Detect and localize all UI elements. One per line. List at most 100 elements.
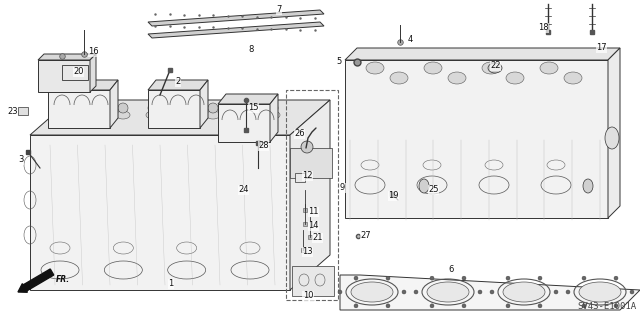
- Polygon shape: [345, 60, 608, 218]
- Text: 13: 13: [302, 248, 312, 256]
- Circle shape: [148, 103, 158, 113]
- Ellipse shape: [56, 111, 70, 119]
- Text: 19: 19: [388, 191, 399, 201]
- Ellipse shape: [266, 111, 280, 119]
- Polygon shape: [270, 94, 278, 142]
- Circle shape: [538, 276, 542, 280]
- Ellipse shape: [116, 111, 130, 119]
- Text: SV43-E1001A: SV43-E1001A: [577, 302, 636, 311]
- Circle shape: [582, 276, 586, 280]
- Ellipse shape: [424, 62, 442, 74]
- Polygon shape: [38, 54, 96, 60]
- Text: 20: 20: [73, 68, 83, 77]
- Circle shape: [118, 103, 128, 113]
- Circle shape: [386, 276, 390, 280]
- Ellipse shape: [236, 111, 250, 119]
- Bar: [286, 90, 338, 300]
- Bar: [18, 107, 28, 115]
- Ellipse shape: [176, 111, 190, 119]
- Ellipse shape: [419, 179, 429, 193]
- Polygon shape: [90, 54, 96, 92]
- Ellipse shape: [448, 72, 466, 84]
- Text: 26: 26: [294, 130, 305, 138]
- Text: 4: 4: [408, 35, 413, 44]
- Circle shape: [506, 304, 510, 308]
- Circle shape: [301, 141, 313, 153]
- Ellipse shape: [488, 63, 502, 73]
- Text: 9: 9: [340, 183, 345, 192]
- Ellipse shape: [583, 179, 593, 193]
- Circle shape: [462, 304, 466, 308]
- Circle shape: [430, 304, 434, 308]
- Circle shape: [506, 276, 510, 280]
- Circle shape: [88, 103, 98, 113]
- Text: 21: 21: [312, 234, 323, 242]
- Circle shape: [402, 290, 406, 294]
- Ellipse shape: [206, 111, 220, 119]
- Bar: [62, 65, 88, 80]
- Circle shape: [58, 103, 68, 113]
- Polygon shape: [110, 80, 118, 128]
- Polygon shape: [48, 80, 118, 90]
- Polygon shape: [345, 48, 620, 60]
- Circle shape: [208, 103, 218, 113]
- Polygon shape: [218, 94, 278, 104]
- Text: 8: 8: [248, 46, 253, 55]
- Text: 10: 10: [303, 292, 313, 300]
- Bar: [295, 173, 305, 182]
- Text: 5: 5: [337, 57, 342, 66]
- Circle shape: [238, 103, 248, 113]
- Text: 12: 12: [302, 172, 312, 181]
- Polygon shape: [340, 275, 640, 310]
- Text: 17: 17: [596, 43, 607, 53]
- Circle shape: [354, 304, 358, 308]
- Polygon shape: [218, 104, 270, 142]
- Polygon shape: [148, 10, 324, 26]
- Ellipse shape: [605, 127, 619, 149]
- Text: 24: 24: [238, 186, 248, 195]
- Ellipse shape: [427, 282, 469, 302]
- Ellipse shape: [390, 72, 408, 84]
- Text: 25: 25: [428, 186, 438, 195]
- Polygon shape: [148, 90, 200, 128]
- Ellipse shape: [540, 62, 558, 74]
- Polygon shape: [48, 90, 110, 128]
- Text: 18: 18: [538, 24, 548, 33]
- Text: 2: 2: [175, 78, 180, 86]
- Circle shape: [538, 304, 542, 308]
- Text: 23: 23: [8, 108, 18, 116]
- Ellipse shape: [564, 72, 582, 84]
- Circle shape: [462, 276, 466, 280]
- Text: 15: 15: [248, 103, 259, 113]
- Ellipse shape: [506, 72, 524, 84]
- Circle shape: [178, 103, 188, 113]
- Ellipse shape: [366, 62, 384, 74]
- Polygon shape: [38, 60, 90, 92]
- Circle shape: [430, 276, 434, 280]
- Ellipse shape: [503, 282, 545, 302]
- Text: 3: 3: [19, 155, 24, 165]
- Circle shape: [354, 276, 358, 280]
- Ellipse shape: [86, 111, 100, 119]
- Text: 27: 27: [360, 232, 371, 241]
- Circle shape: [338, 290, 342, 294]
- Text: 7: 7: [276, 5, 282, 14]
- Polygon shape: [148, 80, 208, 90]
- Text: 16: 16: [88, 48, 99, 56]
- Circle shape: [566, 290, 570, 294]
- Circle shape: [630, 290, 634, 294]
- Circle shape: [478, 290, 482, 294]
- Text: FR.: FR.: [56, 276, 70, 285]
- Polygon shape: [290, 100, 330, 290]
- Text: 1: 1: [168, 279, 173, 288]
- Polygon shape: [30, 135, 290, 290]
- Circle shape: [490, 290, 494, 294]
- Polygon shape: [290, 148, 332, 178]
- Circle shape: [614, 304, 618, 308]
- Polygon shape: [200, 80, 208, 128]
- Text: 11: 11: [308, 207, 319, 217]
- Polygon shape: [292, 266, 334, 296]
- Polygon shape: [30, 100, 330, 135]
- Text: 28: 28: [258, 142, 269, 151]
- FancyArrow shape: [18, 269, 54, 292]
